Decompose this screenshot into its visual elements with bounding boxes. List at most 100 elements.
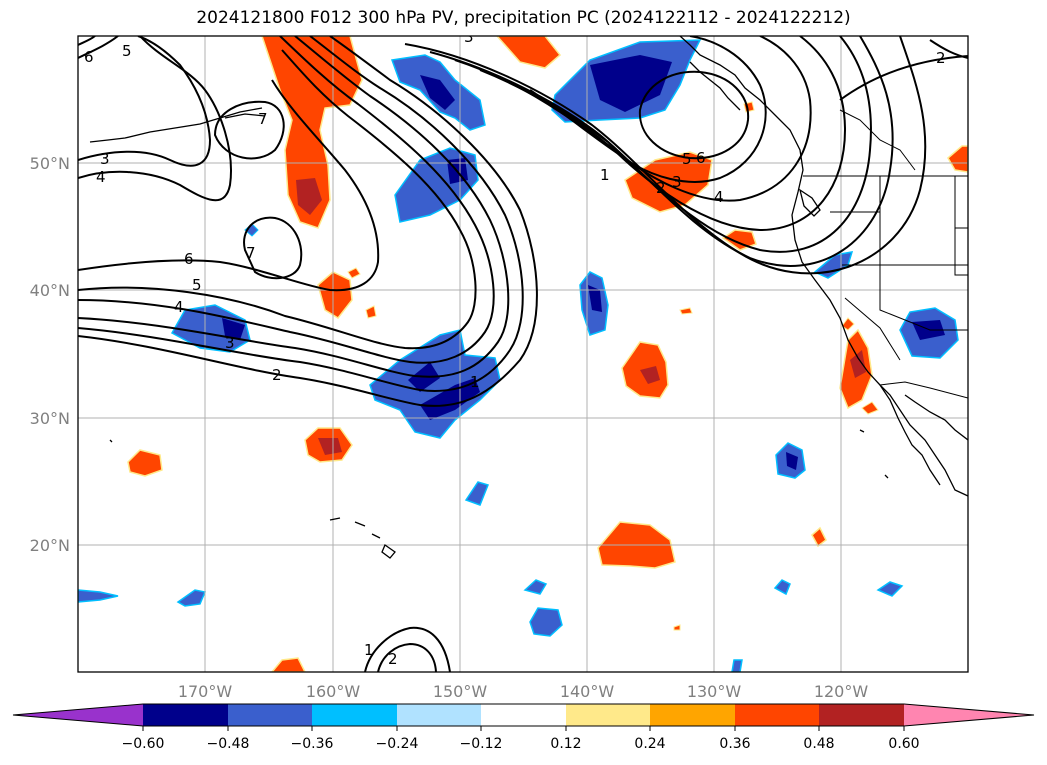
pv-contour-3 [78, 36, 524, 392]
contour-label: 4 [174, 298, 184, 316]
contour-labels: 1 1 1 2 2 2 2 3 3 3 3 4 4 4 5 5 5 6 6 6 [84, 28, 946, 668]
pv-contour-ne2 [929, 39, 968, 59]
neg-patch [420, 378, 480, 420]
map-area: 1 1 1 2 2 2 2 3 3 3 3 4 4 4 5 5 5 6 6 6 [77, 28, 969, 673]
colorbar-tick-label: 0.48 [803, 736, 834, 752]
lat-tick-label: 40°N [30, 281, 70, 300]
coastline-mexico-gulf [904, 394, 968, 441]
colorbar: −0.60 −0.48 −0.36 −0.24 −0.12 0.12 0.24 … [12, 703, 1035, 752]
small-islands [109, 113, 889, 479]
pos-patch [861, 401, 879, 415]
aleutian-islands [89, 107, 263, 143]
contour-label: 4 [96, 168, 106, 186]
pv-contour-4 [78, 36, 510, 378]
map-frame [77, 35, 969, 673]
pv-contour-ridge-6 [404, 36, 927, 275]
lon-tick-label: 130°W [687, 682, 742, 701]
lat-tick-label: 50°N [30, 154, 70, 173]
pv-contours [78, 36, 968, 672]
pos-patch [640, 366, 660, 384]
colorbar-tick-label: −0.60 [122, 736, 165, 752]
chart-title: 2024121800 F012 300 hPa PV, precipitatio… [196, 8, 851, 28]
pos-patch [365, 305, 377, 319]
contour-label: 1 [470, 373, 480, 391]
contour-label: 3 [100, 150, 110, 168]
colorbar-segment [143, 704, 228, 726]
lon-tick-label: 170°W [178, 682, 233, 701]
contour-label: 6 [84, 48, 94, 66]
pv-contour-7-loop-north [213, 100, 285, 160]
pv-contour-ridge-3 [479, 36, 847, 232]
contour-label: 5 [192, 276, 202, 294]
contour-label: 2 [388, 650, 398, 668]
lon-tick-label: 150°W [433, 682, 488, 701]
political-borders [803, 109, 968, 399]
pv-contour-ridge-1 [529, 36, 767, 183]
colorbar-tick-label: −0.48 [207, 736, 250, 752]
lat-tick-label: 30°N [30, 409, 70, 428]
pos-patch [347, 267, 361, 279]
colorbar-tick-label: −0.36 [291, 736, 334, 752]
neg-patch [222, 318, 245, 340]
colorbar-tick-label: −0.12 [460, 736, 503, 752]
contour-label: 2 [272, 366, 282, 384]
contour-label: 2 [656, 179, 666, 197]
neg-patch [420, 75, 455, 110]
coastline-baja [879, 384, 941, 486]
colorbar-tick-label: 0.36 [719, 736, 750, 752]
colorbar-segment [397, 704, 481, 726]
contour-label: 4 [714, 188, 724, 206]
contour-label: 2 [936, 49, 946, 67]
coastline-north-america [679, 36, 968, 497]
pos-patch [811, 526, 827, 548]
colorbar-tick-label: 0.12 [550, 736, 581, 752]
neg-patch [464, 481, 490, 506]
contour-label: 3 [672, 173, 682, 191]
colorbar-tick-label: 0.24 [634, 736, 665, 752]
contour-label: 3 [464, 28, 474, 46]
pos-patch [850, 350, 866, 378]
coastline-alaska-islands [689, 61, 741, 111]
pv-contour-3-nw [78, 36, 212, 167]
neg-patch [523, 579, 548, 595]
pv-contour-7-loop [243, 216, 303, 280]
contour-label: 6 [696, 149, 706, 167]
contour-label: 7 [246, 244, 256, 262]
pos-patch [841, 317, 855, 331]
pv-contour-6 [78, 49, 477, 350]
contour-label: 6 [184, 250, 194, 268]
contour-label: 3 [225, 334, 235, 352]
neg-patch [590, 55, 672, 112]
pos-patch [673, 624, 681, 631]
lat-tick-labels: 50°N 40°N 30°N 20°N [30, 154, 70, 555]
pos-patch [624, 151, 713, 213]
pv-contour-south-2 [377, 642, 437, 672]
lon-tick-label: 160°W [306, 682, 361, 701]
neg-patch [731, 659, 743, 672]
colorbar-ticks [142, 726, 905, 731]
pos-patch [679, 307, 693, 315]
coastlines [89, 36, 968, 559]
contour-label: 1 [600, 166, 610, 184]
neg-patch [588, 285, 602, 312]
pv-contour-ridge-4 [454, 36, 872, 253]
pos-patch [318, 438, 342, 455]
neg-patch [529, 607, 563, 637]
pos-patch [947, 145, 968, 173]
colorbar-extend-high [904, 704, 1034, 726]
pv-contour-5 [78, 36, 495, 364]
pv-contour-6-nw [78, 36, 96, 46]
contour-label: 5 [682, 150, 692, 168]
colorbar-segment [735, 704, 819, 726]
neg-patch [176, 589, 207, 607]
pv-contour-2 [78, 36, 538, 407]
lon-tick-label: 140°W [560, 682, 615, 701]
pos-patch [495, 36, 562, 69]
contour-label: 1 [364, 641, 374, 659]
us-mexico-border [879, 381, 968, 399]
colorbar-extend-low [13, 704, 143, 726]
contour-label: 5 [122, 42, 132, 60]
pv-contour-ridge-closed [638, 70, 750, 160]
neg-patch [78, 589, 119, 603]
